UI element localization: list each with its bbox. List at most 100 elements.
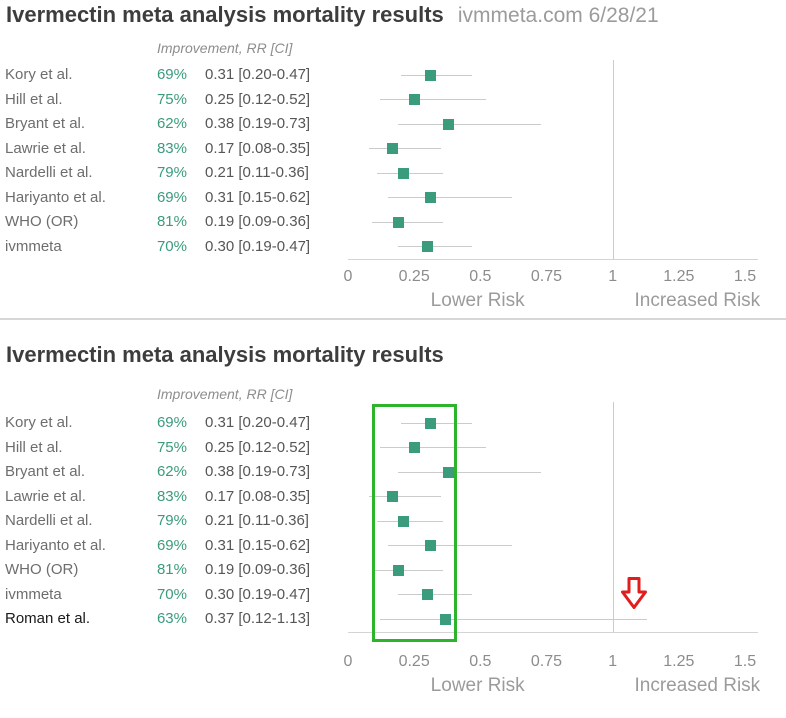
rr-marker [392, 216, 404, 228]
ci-line [398, 594, 473, 596]
study-name: Lawrie et al. [5, 487, 86, 505]
x-tick-label: 0.75 [530, 652, 563, 670]
rr-marker [398, 515, 410, 527]
x-tick-label: 1.5 [733, 652, 757, 670]
column-header: Improvement, RR [CI] [157, 386, 293, 402]
study-rr-ci: 0.19 [0.09-0.36] [205, 213, 311, 230]
study-rr-ci: 0.21 [0.11-0.36] [205, 512, 309, 529]
study-improvement: 75% [156, 438, 187, 456]
study-improvement: 81% [156, 561, 187, 578]
ci-line [377, 520, 444, 522]
x-tick-label: 0.25 [398, 652, 430, 670]
ci-line [387, 545, 513, 547]
rr-marker [443, 118, 455, 130]
study-improvement: 83% [156, 487, 187, 505]
study-name: ivmmeta [5, 585, 62, 603]
study-name: Kory et al. [5, 66, 73, 83]
study-rr-ci: 0.17 [0.08-0.35] [205, 139, 311, 157]
forest-chart-bottom: Ivermectin meta analysis mortality resul… [0, 336, 786, 718]
source-watermark: ivmmeta.com 6/28/21 [457, 4, 659, 27]
study-improvement: 69% [156, 188, 187, 206]
rr-marker [398, 167, 410, 179]
chart-title: Ivermectin meta analysis mortality resul… [6, 342, 444, 368]
rr-marker [424, 69, 436, 81]
x-axis-line [348, 259, 759, 260]
x-tick-label: 1 [608, 268, 618, 285]
rr-marker [387, 143, 399, 155]
rr-marker [408, 442, 420, 454]
chart-title-text: Ivermectin meta analysis mortality resul… [6, 2, 444, 27]
ci-line [398, 246, 473, 248]
study-rr-ci: 0.30 [0.19-0.47] [205, 237, 311, 255]
study-rr-ci: 0.38 [0.19-0.73] [205, 463, 311, 480]
study-improvement: 62% [156, 115, 187, 132]
study-name: Nardelli et al. [5, 512, 93, 529]
study-name: Hill et al. [5, 438, 63, 456]
study-name: Bryant et al. [5, 463, 86, 480]
ci-line [387, 197, 513, 199]
study-improvement: 79% [156, 164, 187, 181]
x-axis-line [348, 631, 759, 633]
ci-line [379, 99, 486, 101]
x-tick-label: 1 [608, 652, 618, 670]
study-rr-ci: 0.25 [0.12-0.52] [205, 438, 311, 456]
study-improvement: 69% [156, 536, 187, 554]
study-improvement: 83% [156, 139, 187, 157]
column-header: Improvement, RR [CI] [157, 40, 293, 56]
study-rr-ci: 0.31 [0.15-0.62] [205, 536, 311, 554]
ci-line [400, 422, 473, 424]
study-improvement: 81% [156, 213, 187, 230]
study-name: Roman et al. [5, 610, 91, 627]
x-tick-label: 1.5 [733, 268, 757, 285]
study-improvement: 63% [156, 610, 187, 627]
study-rr-ci: 0.17 [0.08-0.35] [205, 487, 311, 505]
study-name: ivmmeta [5, 237, 62, 255]
ci-line [371, 569, 444, 571]
chart-title: Ivermectin meta analysis mortality resul… [6, 2, 659, 28]
x-axis-label-lower-risk: Lower Risk [430, 674, 525, 696]
chart-title-text: Ivermectin meta analysis mortality resul… [6, 342, 444, 367]
reference-line-rr-1 [612, 60, 614, 259]
ci-line [369, 148, 441, 150]
study-rr-ci: 0.30 [0.19-0.47] [205, 585, 311, 603]
ci-line [398, 471, 542, 473]
study-rr-ci: 0.31 [0.20-0.47] [205, 66, 311, 83]
x-axis-label-lower-risk: Lower Risk [430, 290, 525, 311]
forest-chart-top: Ivermectin meta analysis mortality resul… [0, 0, 786, 318]
x-tick-label: 0 [343, 652, 353, 670]
study-name: Hariyanto et al. [5, 188, 106, 206]
ci-line [398, 123, 542, 125]
down-arrow-icon [620, 576, 647, 609]
study-improvement: 75% [156, 90, 187, 108]
rr-marker [424, 540, 436, 552]
study-improvement: 79% [156, 512, 187, 529]
ci-line [377, 172, 444, 174]
rr-marker [408, 94, 420, 106]
study-improvement: 69% [156, 414, 187, 431]
rr-marker [387, 491, 399, 503]
study-name: WHO (OR) [5, 213, 79, 230]
x-tick-label: 0.75 [530, 268, 563, 285]
x-axis-label-increased-risk: Increased Risk [634, 674, 761, 696]
study-name: Kory et al. [5, 414, 73, 431]
ci-line [400, 74, 473, 76]
study-name: Nardelli et al. [5, 164, 93, 181]
study-rr-ci: 0.21 [0.11-0.36] [205, 164, 309, 181]
x-tick-label: 0.25 [398, 268, 430, 285]
study-rr-ci: 0.31 [0.15-0.62] [205, 188, 311, 206]
x-tick-label: 0 [343, 268, 353, 285]
x-tick-label: 1.25 [663, 652, 695, 670]
study-rr-ci: 0.37 [0.12-1.13] [205, 610, 311, 627]
highlight-box [372, 404, 458, 642]
ci-line [371, 221, 444, 223]
ci-line [369, 496, 441, 498]
rr-marker [440, 613, 452, 625]
ci-line [379, 618, 648, 620]
reference-line-rr-1 [612, 402, 614, 632]
rr-marker [421, 589, 433, 601]
rr-marker [421, 241, 433, 253]
study-name: Hariyanto et al. [5, 536, 106, 554]
study-rr-ci: 0.25 [0.12-0.52] [205, 90, 311, 108]
rr-marker [424, 417, 436, 429]
x-tick-label: 0.5 [469, 652, 492, 670]
